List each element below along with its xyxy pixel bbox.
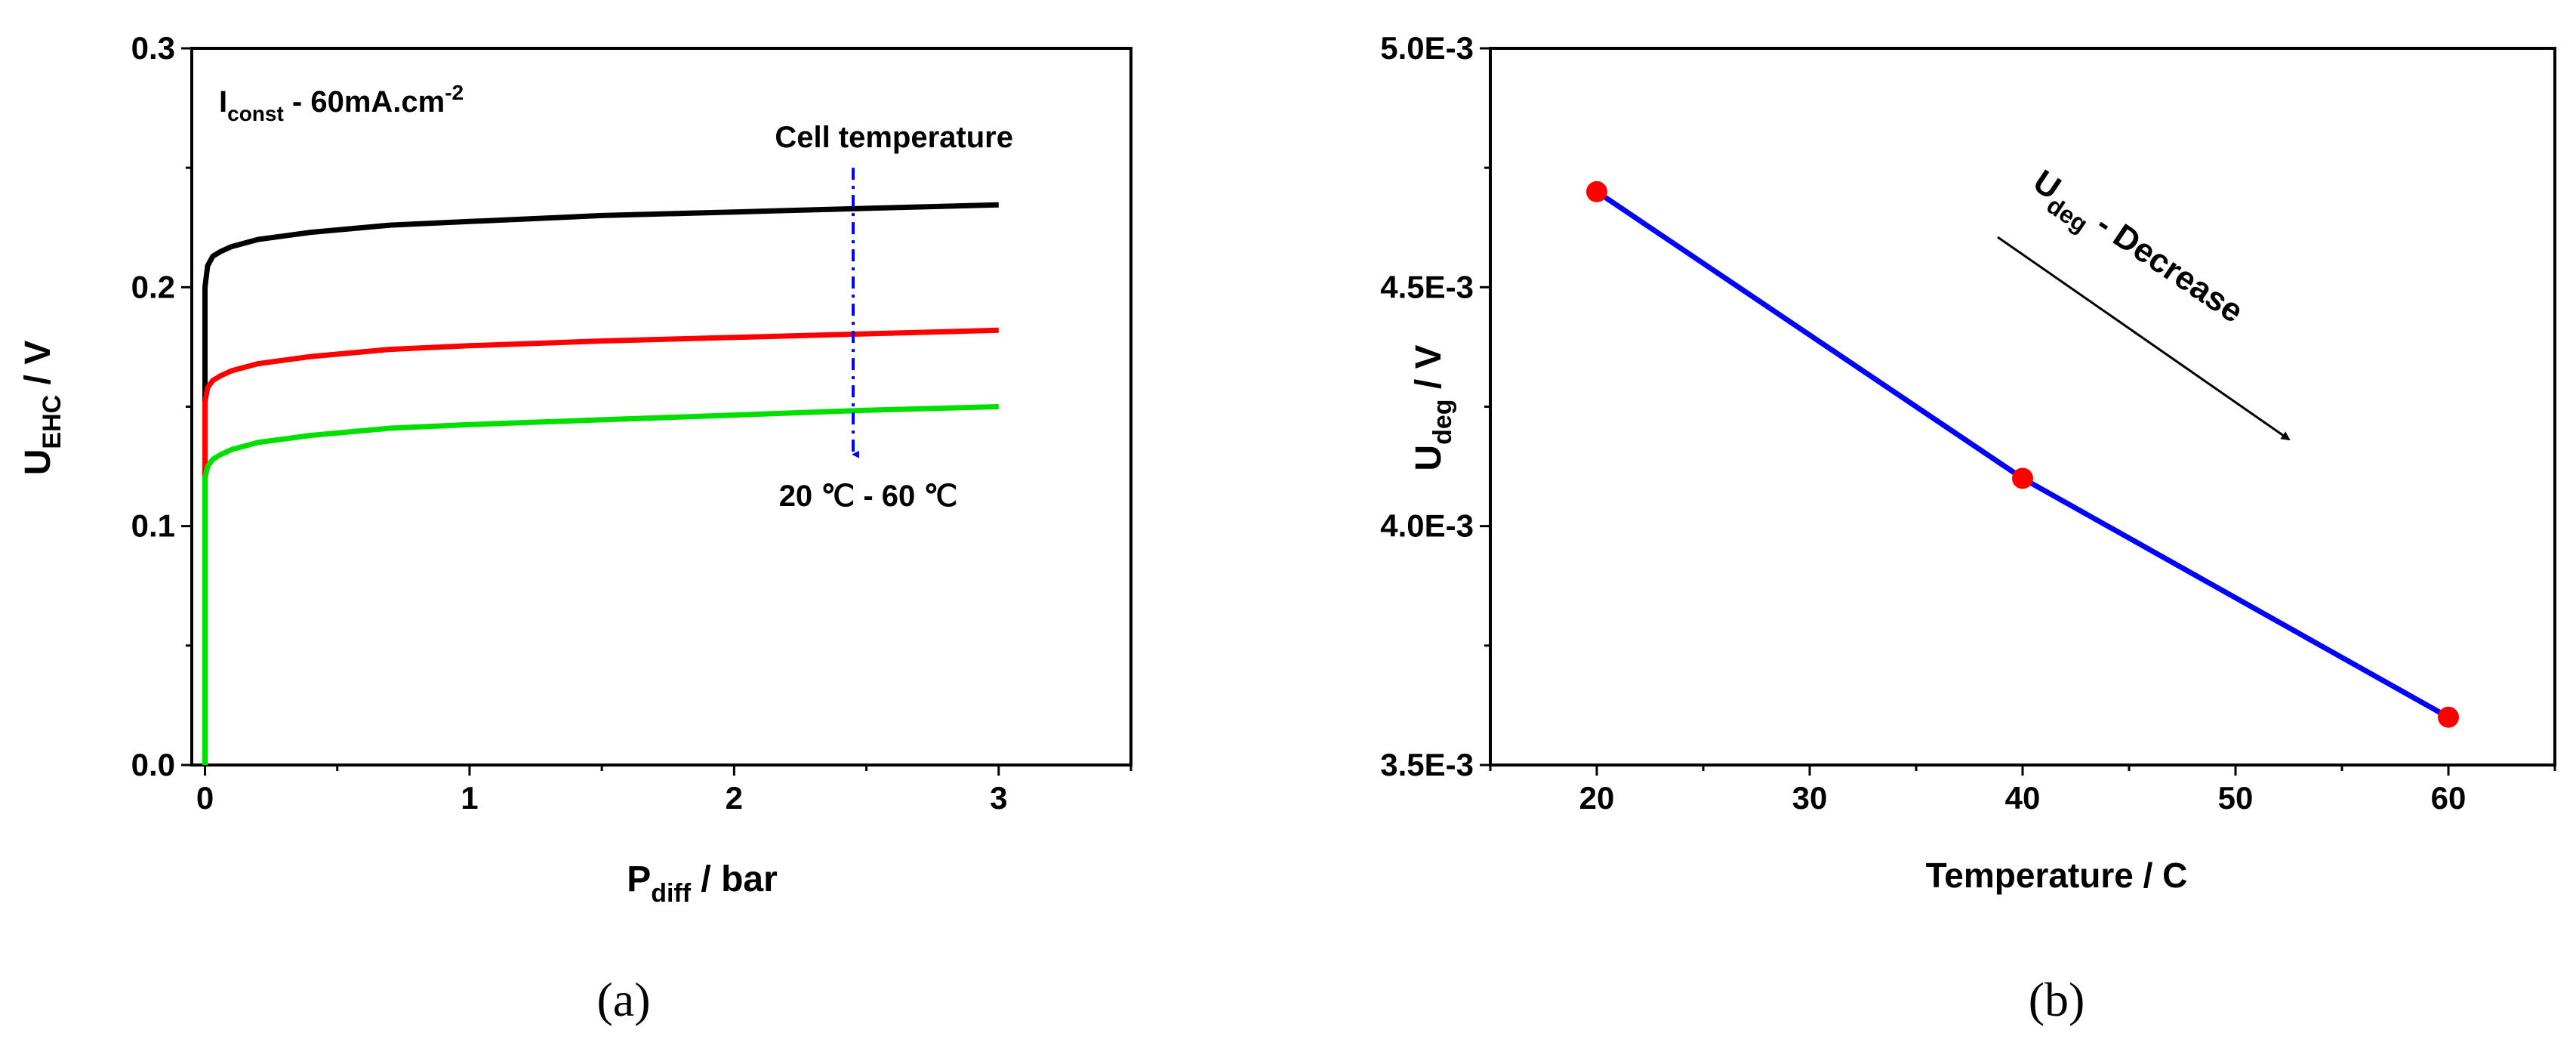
y-tick-label-1-1: 4.0E-3 (1380, 508, 1474, 544)
trend-arrow (1997, 236, 2291, 441)
x-axis-label-b: Temperature / C (1926, 856, 2188, 895)
y-tick-label-0-3: 0.3 (131, 30, 175, 66)
data-point-0 (1586, 180, 1607, 202)
y-axis-label-b: Udeg / V (1409, 344, 1457, 470)
x-tick-label-0-3: 3 (990, 780, 1007, 816)
y-tick-label-0-2: 0.2 (131, 269, 175, 304)
x-tick-label-1-2: 40 (2005, 780, 2041, 816)
caption-a: (a) (596, 973, 650, 1026)
y-tick-label-1-3: 5.0E-3 (1380, 30, 1474, 66)
series-line-2 (202, 404, 999, 765)
x-tick-label-0-1: 1 (461, 780, 478, 816)
x-tick-label-0-2: 2 (726, 780, 743, 816)
temperature-range-label: 20 ℃ - 60 ℃ (779, 480, 958, 513)
y-axis-label-a: UEHC / V (18, 341, 66, 476)
udeg-line (1595, 189, 2450, 720)
x-tick-label-1-3: 50 (2218, 780, 2254, 816)
series-line-1 (202, 327, 999, 765)
panel-a: 0 1 2 3 0.0 0.1 0.2 0.3 Iconst - 60mA.cm-2 Cell… (18, 30, 1132, 1026)
x-tick-label-1-0: 20 (1579, 780, 1615, 816)
data-point-1 (2012, 467, 2033, 489)
y-tick-label-0-0: 0.0 (131, 747, 175, 782)
y-tick-label-1-2: 4.5E-3 (1380, 269, 1474, 304)
x-tick-label-1-1: 30 (1792, 780, 1828, 816)
x-tick-label-0-0: 0 (196, 780, 214, 816)
series-line-0 (202, 202, 999, 765)
y-tick-label-0-1: 0.1 (131, 508, 175, 544)
x-tick-label-1-4: 60 (2431, 780, 2467, 816)
data-point-2 (2438, 706, 2459, 728)
trend-annotation: Udeg - Decrease (2022, 163, 2250, 338)
plot-frame-b (1489, 47, 2556, 767)
current-annotation: Iconst - 60mA.cm-2 (219, 81, 464, 125)
panel-b: 20 30 40 50 60 3.5E-3 4.0E-3 4.5E-3 5.0E-3 Udeg … (1380, 30, 2556, 1026)
y-tick-label-1-0: 3.5E-3 (1380, 747, 1474, 782)
cell-temperature-label: Cell temperature (775, 121, 1013, 154)
caption-b: (b) (2029, 973, 2085, 1026)
x-axis-label-a: Pdiff / bar (627, 859, 778, 908)
